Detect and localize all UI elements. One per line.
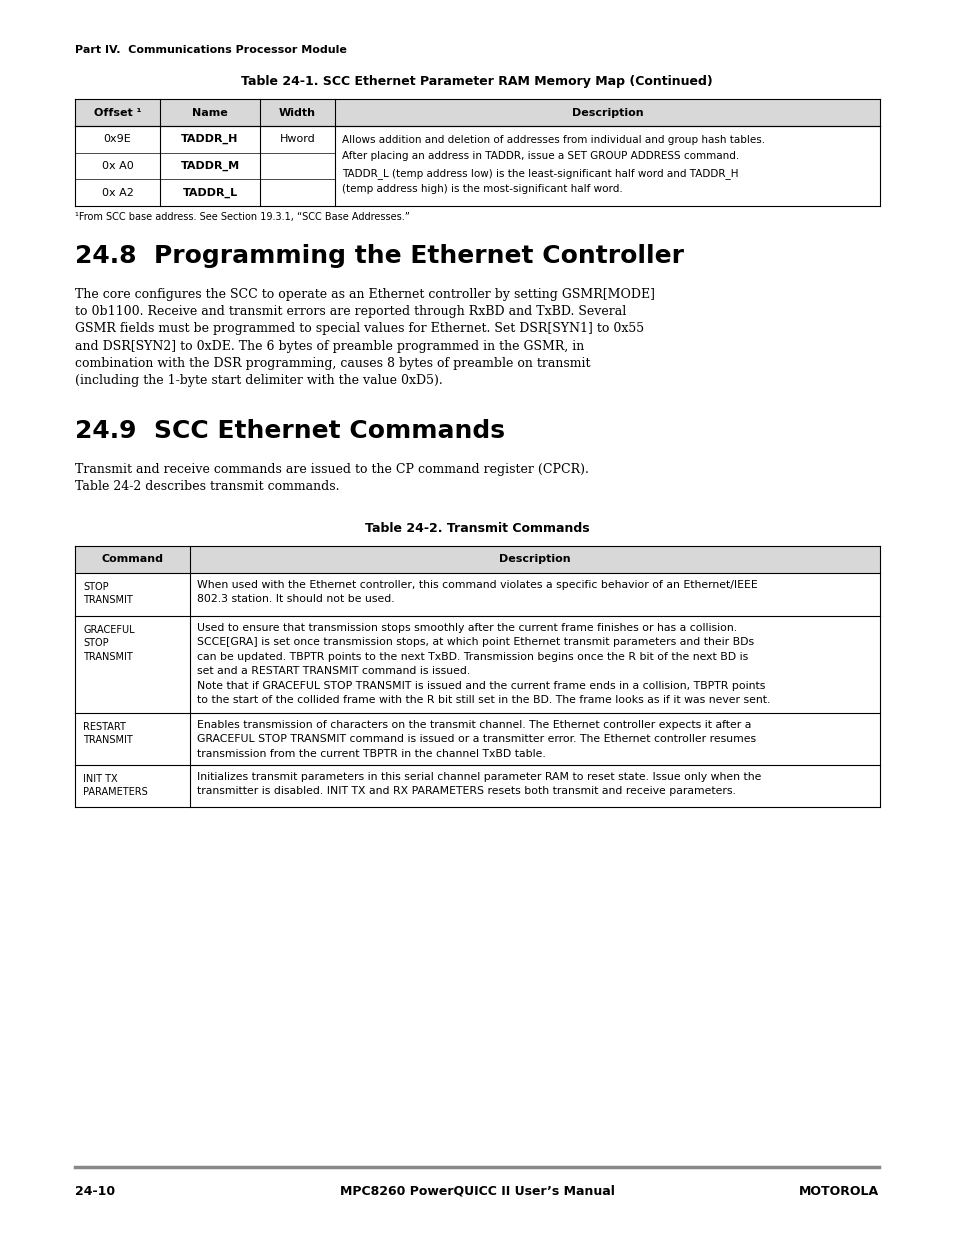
Bar [75, 99, 879, 126]
Text: Table 24-1. SCC Ethernet Parameter RAM Memory Map (Continued): Table 24-1. SCC Ethernet Parameter RAM M… [241, 75, 712, 88]
Text: Part IV.  Communications Processor Module: Part IV. Communications Processor Module [75, 44, 347, 56]
Text: TADDR_H: TADDR_H [181, 135, 238, 144]
Text: SCCE[GRA] is set once transmission stops, at which point Ethernet transmit param: SCCE[GRA] is set once transmission stops… [196, 637, 753, 647]
Text: Offset ¹: Offset ¹ [93, 107, 141, 117]
Text: MOTOROLA: MOTOROLA [798, 1186, 878, 1198]
Text: TRANSMIT: TRANSMIT [83, 735, 132, 746]
Text: 24.8  Programming the Ethernet Controller: 24.8 Programming the Ethernet Controller [75, 245, 683, 268]
Text: TRANSMIT: TRANSMIT [83, 595, 132, 605]
Text: 0x A2: 0x A2 [101, 188, 133, 198]
Text: combination with the DSR programming, causes 8 bytes of preamble on transmit: combination with the DSR programming, ca… [75, 357, 590, 369]
Text: MPC8260 PowerQUICC II User’s Manual: MPC8260 PowerQUICC II User’s Manual [339, 1186, 614, 1198]
Text: Table 24-2. Transmit Commands: Table 24-2. Transmit Commands [364, 521, 589, 535]
Text: Command: Command [101, 555, 163, 564]
Text: (including the 1-byte start delimiter with the value 0xD5).: (including the 1-byte start delimiter wi… [75, 374, 442, 387]
Text: can be updated. TBPTR points to the next TxBD. Transmission begins once the R bi: can be updated. TBPTR points to the next… [196, 652, 747, 662]
Text: Description: Description [571, 107, 642, 117]
Text: Enables transmission of characters on the transmit channel. The Ethernet control: Enables transmission of characters on th… [196, 720, 751, 730]
Text: 0x A0: 0x A0 [102, 161, 133, 170]
Text: Initializes transmit parameters in this serial channel parameter RAM to reset st: Initializes transmit parameters in this … [196, 772, 760, 782]
Text: Table 24-2 describes transmit commands.: Table 24-2 describes transmit commands. [75, 480, 339, 494]
Text: Transmit and receive commands are issued to the CP command register (CPCR).: Transmit and receive commands are issued… [75, 463, 588, 477]
Text: (temp address high) is the most-significant half word.: (temp address high) is the most-signific… [341, 184, 622, 194]
Text: GRACEFUL: GRACEFUL [83, 625, 134, 635]
Text: RESTART: RESTART [83, 721, 126, 731]
Text: Description: Description [498, 555, 570, 564]
Text: PARAMETERS: PARAMETERS [83, 788, 148, 798]
Text: Allows addition and deletion of addresses from individual and group hash tables.: Allows addition and deletion of addresse… [341, 135, 764, 144]
Text: Hword: Hword [279, 135, 315, 144]
Text: transmitter is disabled. INIT TX and RX PARAMETERS resets both transmit and rece: transmitter is disabled. INIT TX and RX … [196, 787, 735, 797]
Text: TADDR_L: TADDR_L [182, 188, 237, 198]
Text: and DSR[SYN2] to 0xDE. The 6 bytes of preamble programmed in the GSMR, in: and DSR[SYN2] to 0xDE. The 6 bytes of pr… [75, 340, 583, 353]
Text: Note that if GRACEFUL STOP TRANSMIT is issued and the current frame ends in a co: Note that if GRACEFUL STOP TRANSMIT is i… [196, 680, 764, 690]
Text: 0x9E: 0x9E [104, 135, 132, 144]
Text: transmission from the current TBPTR in the channel TxBD table.: transmission from the current TBPTR in t… [196, 748, 545, 758]
Text: set and a RESTART TRANSMIT command is issued.: set and a RESTART TRANSMIT command is is… [196, 666, 470, 676]
Text: 24.9  SCC Ethernet Commands: 24.9 SCC Ethernet Commands [75, 419, 504, 443]
Text: STOP: STOP [83, 582, 109, 592]
Text: TRANSMIT: TRANSMIT [83, 652, 132, 662]
Text: Name: Name [192, 107, 228, 117]
Text: GSMR fields must be programmed to special values for Ethernet. Set DSR[SYN1] to : GSMR fields must be programmed to specia… [75, 322, 643, 336]
Text: GRACEFUL STOP TRANSMIT command is issued or a transmitter error. The Ethernet co: GRACEFUL STOP TRANSMIT command is issued… [196, 734, 756, 745]
Text: Used to ensure that transmission stops smoothly after the current frame finishes: Used to ensure that transmission stops s… [196, 622, 737, 632]
Text: STOP: STOP [83, 638, 109, 648]
Text: Width: Width [278, 107, 315, 117]
Text: When used with the Ethernet controller, this command violates a specific behavio: When used with the Ethernet controller, … [196, 579, 757, 589]
Text: The core configures the SCC to operate as an Ethernet controller by setting GSMR: The core configures the SCC to operate a… [75, 288, 655, 301]
Text: ¹From SCC base address. See Section 19.3.1, “SCC Base Addresses.”: ¹From SCC base address. See Section 19.3… [75, 212, 410, 222]
Text: 24-10: 24-10 [75, 1186, 115, 1198]
Text: After placing an address in TADDR, issue a SET GROUP ADDRESS command.: After placing an address in TADDR, issue… [341, 152, 739, 162]
Text: TADDR_L (temp address low) is the least-significant half word and TADDR_H: TADDR_L (temp address low) is the least-… [341, 168, 738, 179]
Bar [75, 546, 879, 573]
Text: to 0b1100. Receive and transmit errors are reported through RxBD and TxBD. Sever: to 0b1100. Receive and transmit errors a… [75, 305, 625, 319]
Text: TADDR_M: TADDR_M [180, 161, 239, 172]
Text: to the start of the collided frame with the R bit still set in the BD. The frame: to the start of the collided frame with … [196, 695, 770, 705]
Text: INIT TX: INIT TX [83, 773, 117, 783]
Text: 802.3 station. It should not be used.: 802.3 station. It should not be used. [196, 594, 395, 604]
